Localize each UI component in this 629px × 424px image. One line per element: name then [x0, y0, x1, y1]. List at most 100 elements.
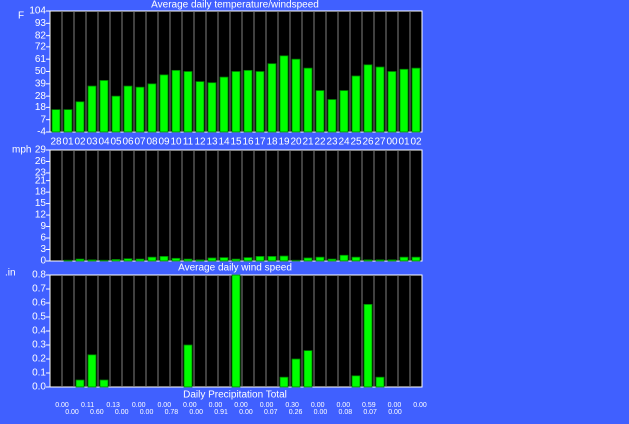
precip-label: 0.00 — [55, 402, 69, 409]
y-tick-label: 21 — [35, 175, 47, 186]
y-tick-label: 0.2 — [32, 354, 46, 365]
bar — [195, 259, 205, 262]
y-tick-label: 0.3 — [32, 340, 46, 351]
bar — [267, 63, 277, 133]
y-tick-label: 82 — [35, 30, 47, 41]
bar — [159, 74, 169, 133]
precip-label: 0.00 — [239, 409, 253, 416]
precip-label: 0.00 — [115, 409, 129, 416]
bar — [207, 257, 217, 262]
precip-label: 0.00 — [311, 402, 325, 409]
precip-label: 0.11 — [81, 402, 94, 409]
bar — [231, 258, 241, 262]
bar — [387, 259, 397, 262]
bar — [291, 259, 301, 262]
precip-label: 0.91 — [214, 409, 228, 416]
x-tick-label: 07 — [134, 137, 146, 148]
precip-label: 0.60 — [90, 409, 104, 416]
y-tick-label: 50 — [35, 66, 47, 77]
bar — [327, 258, 337, 262]
bar — [75, 258, 85, 262]
precip-label: 0.00 — [65, 409, 79, 416]
chart-title: Average daily wind speed — [178, 263, 292, 274]
axis-label: F — [18, 11, 24, 22]
bar — [111, 95, 121, 133]
x-tick-label: 17 — [254, 137, 266, 148]
bar — [147, 83, 157, 133]
bar — [255, 71, 265, 133]
x-tick-label: 09 — [158, 137, 170, 148]
precip-label: 0.07 — [264, 409, 278, 416]
y-tick-label: 104 — [29, 6, 46, 17]
bar — [375, 376, 385, 388]
bar — [279, 255, 289, 262]
y-tick-label: -4 — [37, 127, 46, 138]
bar — [411, 67, 421, 133]
y-tick-label: 0.6 — [32, 298, 46, 309]
x-tick-label: 04 — [98, 137, 110, 148]
y-tick-label: 9 — [40, 221, 46, 232]
bar — [363, 64, 373, 133]
y-tick-label: 23 — [35, 168, 47, 179]
bar — [291, 358, 301, 388]
bar — [267, 256, 277, 262]
y-tick-label: 72 — [35, 41, 47, 52]
precip-label: 0.00 — [413, 402, 427, 409]
x-tick-label: 02 — [410, 137, 422, 148]
bar — [219, 257, 229, 262]
bar — [63, 259, 73, 262]
bar — [303, 350, 313, 388]
precip-label: 0.08 — [338, 409, 352, 416]
y-tick-label: 0.7 — [32, 284, 46, 295]
x-tick-label: 18 — [266, 137, 278, 148]
bar — [147, 256, 157, 262]
bar — [183, 71, 193, 133]
x-tick-label: 26 — [362, 137, 374, 148]
y-tick-label: 18 — [35, 187, 47, 198]
bar — [375, 259, 385, 262]
precip-label: 0.00 — [157, 402, 171, 409]
y-tick-label: 26 — [35, 156, 47, 167]
x-tick-label: 24 — [338, 137, 350, 148]
x-tick-label: 25 — [350, 137, 362, 148]
x-tick-label: 12 — [194, 137, 206, 148]
x-tick-label: 03 — [86, 137, 98, 148]
bar — [327, 99, 337, 133]
x-tick-label: 13 — [206, 137, 218, 148]
bar — [351, 375, 361, 388]
bar — [87, 85, 97, 133]
bar — [171, 257, 181, 262]
x-tick-label: 28 — [50, 137, 62, 148]
bar — [255, 256, 265, 262]
y-tick-label: 0.1 — [32, 368, 46, 379]
x-tick-label: 21 — [302, 137, 314, 148]
x-tick-label: 10 — [170, 137, 182, 148]
bar — [243, 69, 253, 133]
precip-label: 0.00 — [260, 402, 274, 409]
bar — [135, 258, 145, 262]
y-tick-label: 15 — [35, 198, 47, 209]
precip-label: 0.30 — [285, 402, 299, 409]
chart-title: Daily Precipitation Total — [183, 390, 287, 401]
plot-area — [49, 149, 423, 262]
precip-label: 0.78 — [165, 409, 179, 416]
y-tick-label: 3 — [40, 244, 46, 255]
precip-label: 0.59 — [362, 402, 376, 409]
precip-label: 0.00 — [314, 409, 328, 416]
bar — [363, 259, 373, 262]
x-tick-label: 01 — [398, 137, 410, 148]
bar — [171, 69, 181, 133]
bar — [315, 90, 325, 133]
bar — [231, 274, 241, 388]
y-tick-label: 0.5 — [32, 312, 46, 323]
bar — [399, 256, 409, 262]
y-tick-label: 7 — [40, 114, 46, 125]
x-tick-label: 19 — [278, 137, 290, 148]
bar — [339, 254, 349, 262]
precip-label: 0.00 — [140, 409, 154, 416]
bar — [159, 256, 169, 262]
bar — [183, 258, 193, 262]
precip-label: 0.00 — [336, 402, 350, 409]
